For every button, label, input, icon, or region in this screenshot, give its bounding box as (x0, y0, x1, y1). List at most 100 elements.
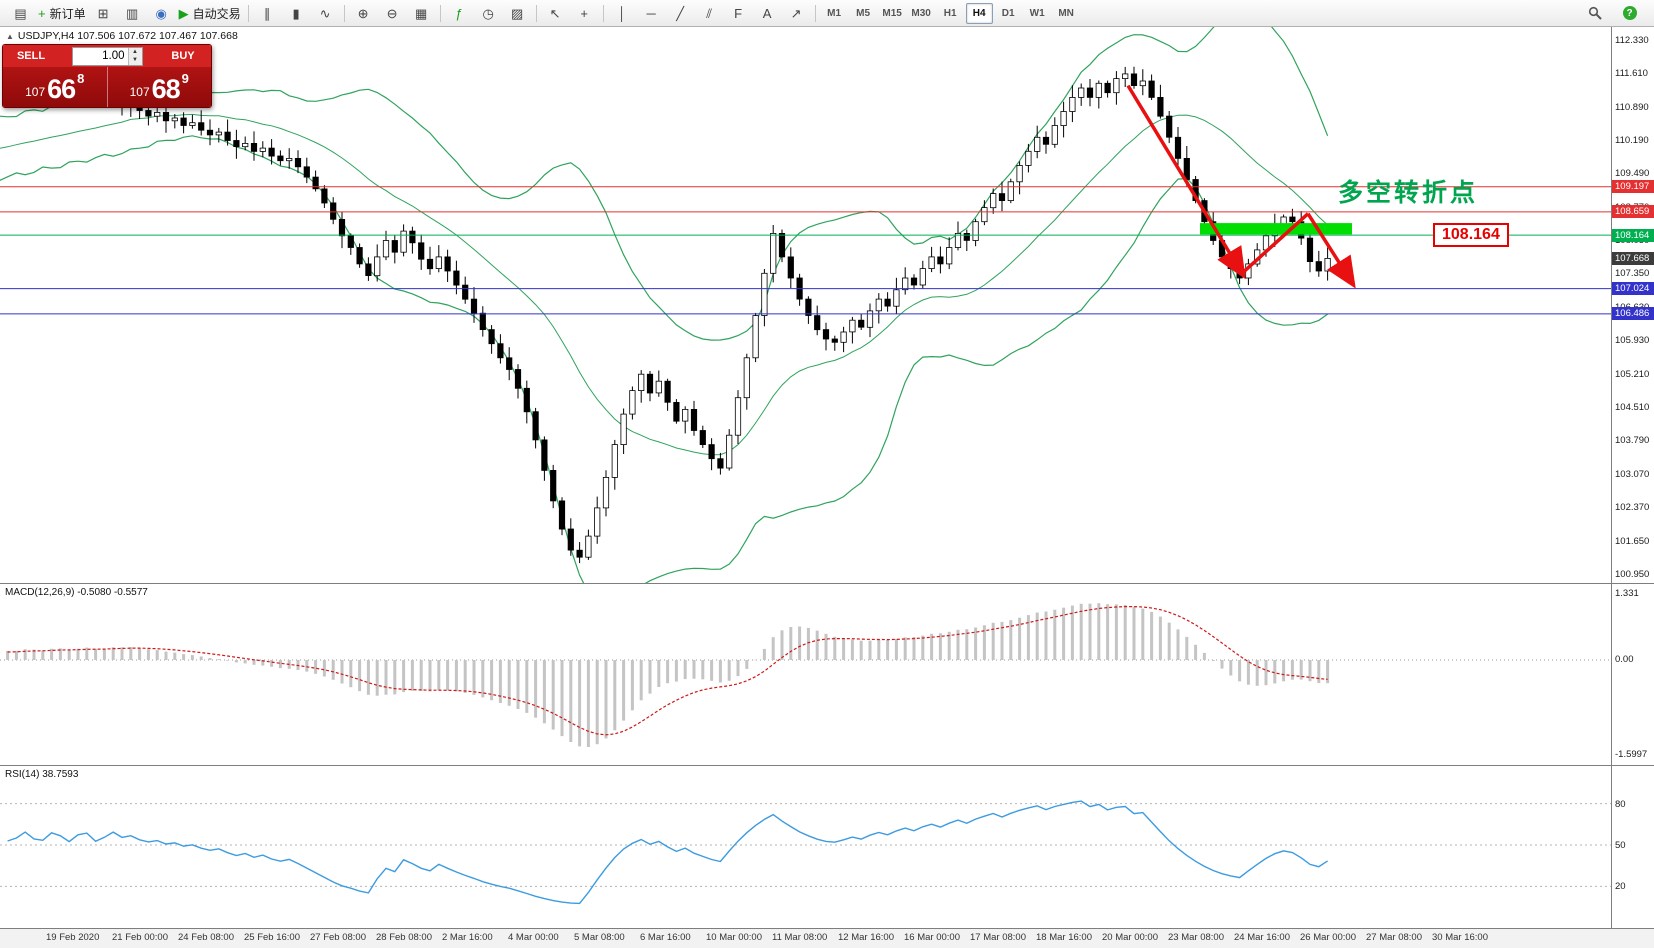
help-icon[interactable]: ? (1615, 3, 1644, 24)
time-label: 25 Feb 16:00 (244, 932, 300, 943)
toolbar: ▤ + 新订单 ⊞ ▥ ◉ ▶ 自动交易 ∥ ▮ ∿ ⊕ ⊖ ▦ ƒ ◷ ▨ ↖ + │ ─ ╱ ⫽ F A ↗ M1 M5 M15 M3… (0, 0, 1654, 27)
new-order-button-label: 新订单 (49, 6, 86, 21)
time-label: 21 Feb 00:00 (112, 932, 168, 943)
time-label: 24 Feb 08:00 (178, 932, 234, 943)
templates-icon[interactable]: ▨ (503, 3, 532, 24)
sell-price-sup: 8 (77, 71, 85, 86)
tile-windows-icon[interactable]: ▦ (407, 3, 436, 24)
zoom-in-icon[interactable]: ⊕ (349, 3, 378, 24)
profiles-icon[interactable]: ▥ (118, 3, 147, 24)
toolbar-separator (247, 4, 249, 22)
timeframe-d1[interactable]: D1 (1001, 7, 1015, 19)
price-tick: 100.950 (1615, 568, 1650, 580)
bar-chart-icon[interactable]: ∥ (253, 3, 282, 24)
vertical-line-icon[interactable]: │ (608, 3, 637, 24)
text-label-icon[interactable]: A (753, 3, 782, 24)
time-label: 23 Mar 08:00 (1168, 932, 1224, 943)
timeframe-mn[interactable]: MN (1058, 7, 1074, 19)
level-price-tag: 109.197 (1612, 180, 1654, 194)
price-scale[interactable]: 112.330111.610110.890110.190109.490108.7… (1611, 27, 1654, 583)
sell-price-button[interactable]: 107 66 8 (3, 67, 107, 107)
time-label: 4 Mar 00:00 (508, 932, 559, 943)
alerts-icon: ◉ (155, 5, 167, 21)
timeframe-m1[interactable]: M1 (827, 7, 842, 19)
timeframe-h4[interactable]: H4 (965, 2, 993, 24)
cursor-icon[interactable]: ↖ (541, 3, 570, 24)
main-chart-panel: ▲ USDJPY,H4 107.506 107.672 107.467 107.… (0, 27, 1654, 583)
buy-price-prefix: 107 (129, 85, 150, 99)
volume-down-button[interactable]: ▼ (128, 56, 142, 65)
trend-arrow[interactable] (1306, 212, 1356, 289)
autotrade-button[interactable]: ▶ 自动交易 (176, 3, 244, 24)
zoom-in-icon: ⊕ (357, 5, 369, 21)
level-price-tag: 108.659 (1612, 205, 1654, 219)
periods-icon[interactable]: ◷ (474, 3, 503, 24)
line-chart-icon[interactable]: ∿ (311, 3, 340, 24)
volume-spinner: ▲ ▼ (127, 47, 142, 65)
buy-price-button[interactable]: 107 68 9 (108, 67, 212, 107)
price-tick: 103.070 (1615, 469, 1650, 481)
macd-histogram (6, 603, 1330, 747)
timeframe-h1[interactable]: H1 (943, 7, 957, 19)
macd-scale-tick: -1.5997 (1615, 749, 1648, 760)
periods-icon: ◷ (482, 5, 494, 21)
bollinger-bands[interactable] (0, 27, 1329, 583)
candlestick-chart-icon: ▮ (292, 5, 300, 21)
trend-arrow[interactable] (1240, 212, 1310, 275)
volume-input[interactable] (72, 50, 128, 62)
level-price-tag: 106.486 (1612, 307, 1654, 321)
macd-signal-line (7, 606, 1328, 736)
price-tick: 102.370 (1615, 501, 1650, 513)
trend-arrow[interactable] (1126, 84, 1246, 280)
zoom-out-icon[interactable]: ⊖ (378, 3, 407, 24)
indicators-icon[interactable]: ƒ (445, 3, 474, 24)
level-lines[interactable] (0, 186, 1612, 315)
arrows-icon[interactable]: ↗ (782, 3, 811, 24)
crosshair-icon[interactable]: + (570, 3, 599, 24)
main-chart-canvas[interactable] (0, 27, 1612, 583)
symbol-info-text: USDJPY,H4 107.506 107.672 107.467 107.66… (17, 30, 238, 42)
trendline-icon: ╱ (676, 5, 685, 21)
time-axis[interactable]: 19 Feb 2020 21 Feb 00:00 24 Feb 08:00 25 Fe… (0, 928, 1654, 948)
volume-up-button[interactable]: ▲ (128, 47, 142, 56)
price-tick: 105.210 (1615, 368, 1650, 380)
new-order-icon: + (38, 5, 46, 21)
profiles-icon: ▥ (125, 5, 139, 21)
time-label: 27 Feb 08:00 (310, 932, 366, 943)
timeframe-m5[interactable]: M5 (856, 7, 871, 19)
help-badge: ? (1622, 6, 1637, 20)
charts-grid-icon[interactable]: ⊞ (89, 3, 118, 24)
candlestick-chart-icon[interactable]: ▮ (282, 3, 311, 24)
chart-window-icon[interactable]: ▤ (6, 3, 35, 24)
search-icon[interactable] (1580, 3, 1609, 24)
trendline-icon[interactable]: ╱ (666, 3, 695, 24)
toolbar-separator (814, 4, 816, 22)
horizontal-line-icon[interactable]: ─ (637, 3, 666, 24)
time-label: 12 Mar 16:00 (838, 932, 894, 943)
rsi-canvas[interactable] (0, 766, 1612, 928)
timeframe-w1[interactable]: W1 (1029, 7, 1045, 19)
support-zone-rect[interactable] (1200, 223, 1352, 235)
toolbar-separator (535, 4, 537, 22)
new-order-button[interactable]: + 新订单 (35, 3, 89, 24)
fibonacci-icon[interactable]: F (724, 3, 753, 24)
timeframe-m15[interactable]: M15 (882, 7, 902, 19)
price-tick: 112.330 (1615, 34, 1649, 46)
macd-canvas[interactable] (0, 584, 1612, 765)
macd-scale-tick: 0.00 (1615, 654, 1634, 665)
buy-price-big: 68 (151, 74, 181, 104)
autotrade-button-label: 自动交易 (192, 6, 241, 21)
rsi-scale-tick: 50 (1615, 840, 1626, 851)
trade-panel-divider (106, 67, 108, 107)
level-price-tag: 108.164 (1612, 228, 1654, 242)
timeframe-m30[interactable]: M30 (911, 7, 931, 19)
alerts-icon[interactable]: ◉ (147, 3, 176, 24)
vertical-line-icon: │ (618, 5, 627, 21)
toolbar-separator (439, 4, 441, 22)
time-label: 18 Mar 16:00 (1036, 932, 1092, 943)
channel-icon[interactable]: ⫽ (695, 3, 724, 24)
time-label: 20 Mar 00:00 (1102, 932, 1158, 943)
price-tick: 110.190 (1615, 135, 1649, 147)
time-label: 19 Feb 2020 (46, 932, 100, 943)
